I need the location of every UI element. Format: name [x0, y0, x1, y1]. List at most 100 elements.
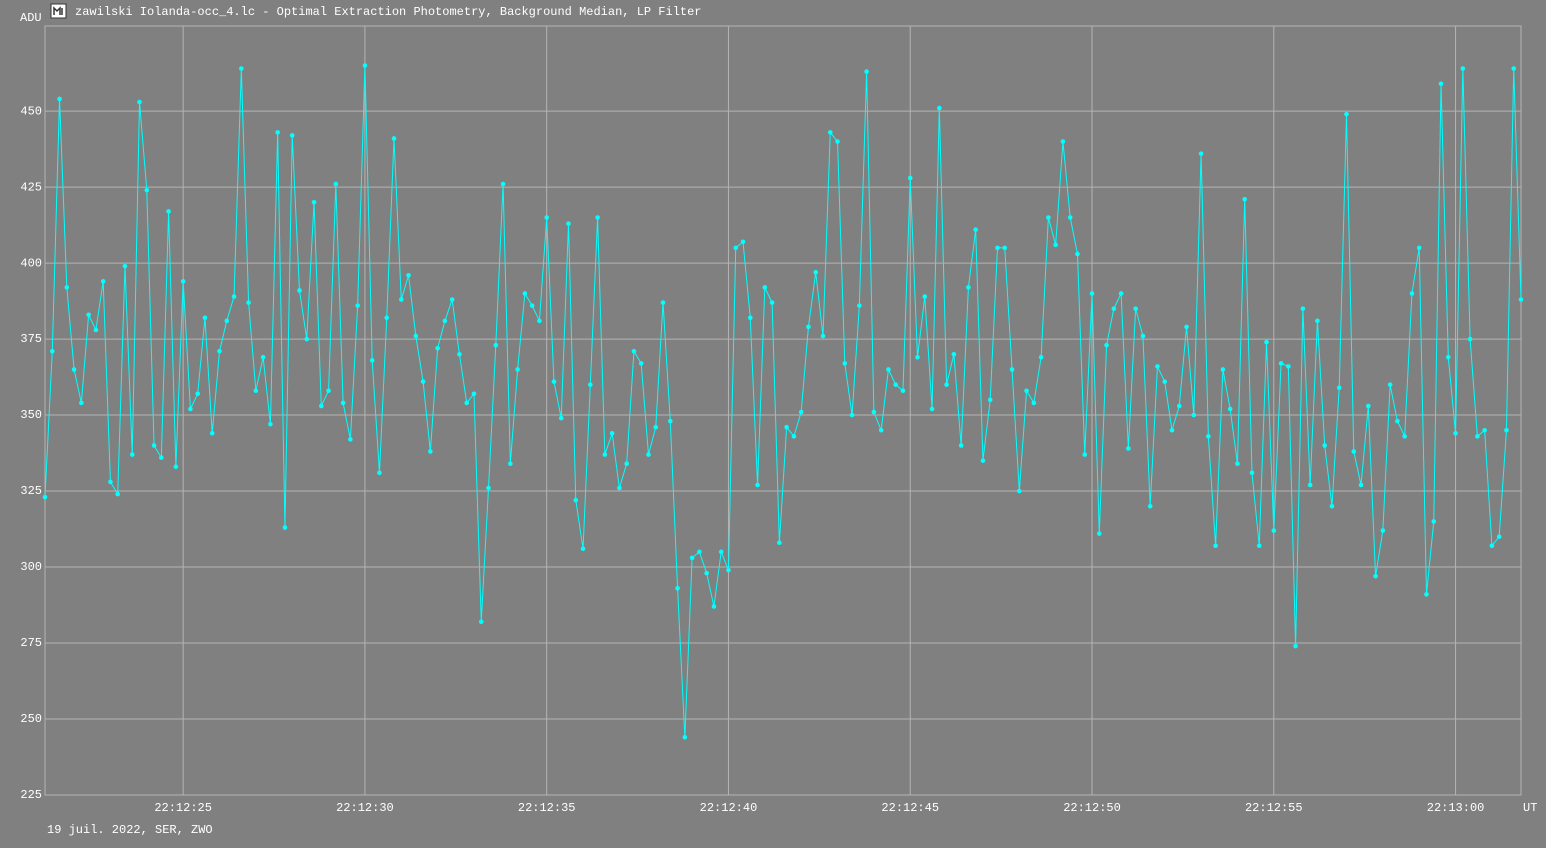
y-tick-label: 400	[20, 256, 42, 270]
data-point	[1460, 66, 1466, 71]
data-point	[268, 421, 273, 427]
data-point	[159, 455, 164, 460]
data-point	[1293, 643, 1298, 649]
y-tick-label: 375	[20, 332, 42, 346]
data-point	[471, 391, 477, 397]
data-point	[740, 239, 746, 245]
data-point	[1060, 139, 1066, 144]
y-tick-label: 325	[20, 484, 42, 498]
data-point	[71, 367, 77, 372]
data-point	[115, 491, 121, 497]
data-point	[282, 525, 288, 530]
data-point	[624, 461, 629, 466]
data-point	[529, 303, 535, 308]
data-point	[827, 130, 833, 135]
data-point	[391, 136, 397, 141]
data-point	[929, 406, 935, 412]
data-point	[406, 272, 411, 278]
data-point	[1147, 503, 1153, 509]
data-point	[1264, 339, 1269, 345]
data-point	[937, 105, 942, 111]
y-tick-label: 425	[20, 180, 42, 194]
data-point	[1358, 482, 1364, 488]
data-point	[900, 388, 906, 394]
data-point	[849, 412, 855, 418]
data-point	[377, 470, 382, 476]
data-point	[915, 355, 920, 360]
x-tick-label: 22:12:30	[336, 801, 394, 815]
data-point	[79, 400, 84, 406]
data-point	[857, 303, 862, 308]
data-point	[944, 382, 949, 387]
data-point	[1235, 461, 1240, 466]
data-point	[1227, 406, 1233, 412]
data-point	[1024, 388, 1029, 394]
data-point	[180, 279, 186, 284]
data-point	[922, 294, 928, 299]
data-point	[1496, 534, 1502, 539]
data-point	[537, 318, 542, 324]
data-point	[304, 336, 310, 342]
data-point	[987, 397, 993, 403]
data-point	[1162, 379, 1168, 384]
data-point	[886, 367, 891, 372]
app-icon	[50, 3, 67, 19]
data-point	[1511, 66, 1517, 71]
data-point	[689, 555, 695, 561]
data-point	[137, 99, 142, 105]
x-tick-label: 22:13:00	[1427, 801, 1485, 815]
data-point	[1096, 531, 1102, 536]
footer: 19 juil. 2022, SER, ZWO	[47, 823, 213, 837]
data-point	[1271, 528, 1277, 533]
x-axis-label: UT	[1523, 801, 1537, 815]
chart-title: zawilski Iolanda-occ_4.lc - Optimal Extr…	[75, 5, 702, 19]
data-point	[1416, 245, 1422, 251]
data-point	[57, 96, 62, 102]
data-point	[835, 139, 840, 144]
data-point	[1213, 543, 1218, 549]
data-point	[675, 586, 680, 591]
x-tick-label: 22:12:45	[881, 801, 939, 815]
data-point	[573, 497, 579, 503]
data-point	[1198, 151, 1204, 156]
data-point	[1191, 412, 1197, 418]
data-point	[522, 291, 528, 296]
data-point	[435, 345, 440, 351]
data-point	[1438, 81, 1444, 87]
y-tick-label: 450	[20, 104, 42, 118]
data-point	[631, 348, 637, 354]
data-point	[1307, 482, 1313, 488]
y-tick-label: 300	[20, 560, 42, 574]
y-tick-label: 350	[20, 408, 42, 422]
data-point	[973, 227, 978, 232]
x-tick-label: 22:12:35	[518, 801, 576, 815]
data-point	[1518, 297, 1524, 302]
data-point	[42, 494, 48, 500]
data-point	[769, 300, 775, 305]
data-point	[1046, 215, 1051, 220]
data-point	[486, 485, 491, 491]
data-point	[813, 269, 819, 275]
data-point	[1453, 430, 1458, 436]
data-point	[1380, 528, 1386, 533]
data-point	[253, 388, 259, 394]
y-tick-label: 275	[20, 636, 42, 650]
data-point	[1002, 245, 1008, 251]
data-point	[442, 318, 448, 324]
data-point	[995, 245, 1000, 251]
data-point	[602, 452, 608, 457]
data-point	[718, 549, 724, 555]
data-point	[660, 300, 666, 305]
data-point	[755, 482, 760, 488]
data-point	[1140, 333, 1146, 339]
data-point	[49, 348, 55, 354]
data-point	[428, 449, 433, 454]
data-point	[326, 388, 331, 394]
data-point	[369, 358, 375, 363]
data-point	[1475, 434, 1480, 439]
data-point	[697, 549, 702, 555]
data-point	[93, 327, 99, 333]
data-point	[638, 361, 644, 366]
data-point	[108, 479, 113, 485]
data-point	[173, 464, 179, 470]
